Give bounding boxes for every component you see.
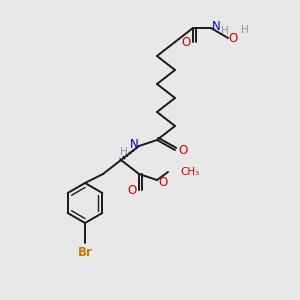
Text: H: H <box>120 147 128 157</box>
Text: O: O <box>128 184 136 196</box>
Text: O: O <box>182 35 190 49</box>
Text: CH₃: CH₃ <box>180 167 199 177</box>
Text: N: N <box>130 137 138 151</box>
Text: N: N <box>212 20 220 32</box>
Text: H: H <box>241 25 249 35</box>
Text: H: H <box>221 26 229 36</box>
Text: O: O <box>178 143 188 157</box>
Text: Br: Br <box>78 245 92 259</box>
Text: O: O <box>158 176 168 190</box>
Text: O: O <box>228 32 238 44</box>
